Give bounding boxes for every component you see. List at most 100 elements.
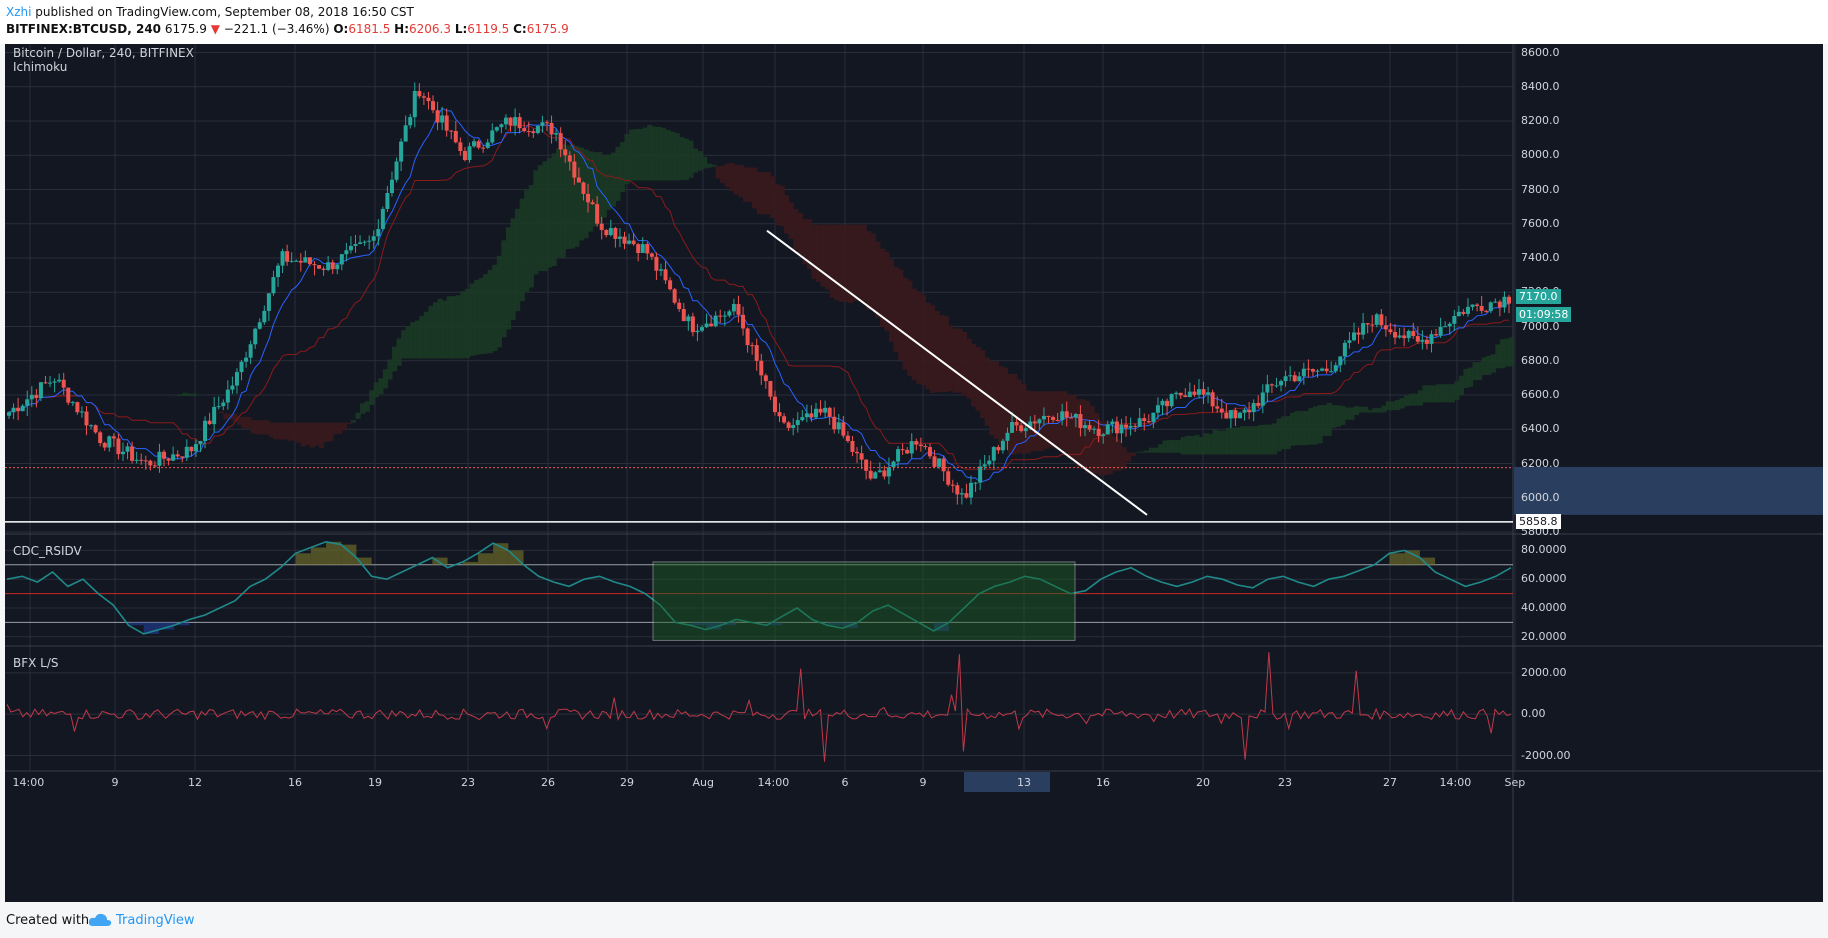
time-tick-label: 13: [1017, 776, 1031, 789]
candle-body: [317, 265, 322, 269]
cloud-segment: [332, 422, 338, 435]
rsidv-line: [6, 540, 1512, 635]
rsi-tick-label: 40.0000: [1521, 601, 1567, 614]
bfx-pane-title[interactable]: BFX L/S: [13, 656, 59, 670]
cloud-segment: [870, 233, 876, 310]
cloud-segment: [501, 240, 507, 338]
candle-body: [435, 110, 440, 123]
price-tick-label: 6200.0: [1521, 456, 1560, 470]
candle-body: [1010, 422, 1015, 433]
cloud-segment: [442, 300, 448, 359]
time-tick-label: Sep: [1504, 776, 1526, 789]
candle-body: [873, 472, 878, 479]
cloud-segment: [1417, 390, 1423, 406]
cloud-segment: [815, 224, 822, 282]
candle-body: [1402, 335, 1407, 339]
cloud-segment: [733, 164, 740, 195]
cloud-segment: [515, 208, 521, 312]
cloud-segment: [182, 392, 188, 397]
chart-area[interactable]: Bitcoin / Dollar, 240, BITFINEX Ichimoku…: [5, 44, 1823, 902]
candle-body: [777, 412, 782, 417]
candle-body: [421, 96, 426, 98]
candle-body: [982, 464, 987, 467]
cloud-segment: [1499, 339, 1506, 369]
candle-body: [526, 131, 531, 133]
rsi-overbought-fill: [341, 544, 357, 565]
candle-body: [549, 122, 554, 135]
candle-body: [1461, 311, 1466, 314]
cloud-segment: [218, 411, 224, 414]
candle-body: [955, 485, 960, 495]
candle-body: [813, 408, 818, 418]
cloud-segment: [291, 422, 297, 441]
rsi-oversold-fill: [721, 622, 737, 626]
cloud-segment: [1344, 407, 1351, 420]
candle-body: [1475, 304, 1480, 306]
candle-body: [1434, 334, 1439, 336]
cloud-segment: [1458, 375, 1465, 395]
cloud-segment: [510, 218, 516, 321]
candle-body: [1397, 335, 1402, 338]
candle-body: [1283, 376, 1288, 382]
ichimoku-label[interactable]: Ichimoku: [13, 60, 68, 74]
time-tick-label: 29: [620, 776, 634, 789]
cloud-segment: [829, 224, 835, 298]
candle-body: [111, 436, 116, 439]
cloud-segment: [1103, 421, 1109, 476]
candle-body: [503, 117, 508, 125]
candle-body: [52, 381, 57, 383]
candle-body: [7, 412, 11, 416]
cloud-segment: [1372, 408, 1378, 413]
candle-body: [134, 459, 139, 461]
candle-body: [417, 91, 422, 97]
cloud-segment: [1399, 398, 1405, 409]
cloud-segment: [1016, 379, 1022, 454]
candle-body: [1256, 402, 1261, 406]
candle-body: [709, 323, 714, 327]
cloud-segment: [651, 126, 658, 181]
candle-body: [1507, 296, 1511, 304]
candle-body: [640, 244, 645, 253]
cloud-segment: [706, 163, 712, 168]
candle-body: [412, 91, 417, 118]
candle-body: [253, 328, 258, 345]
candle-body: [1037, 419, 1042, 424]
tradingview-cloud-icon[interactable]: [88, 912, 112, 928]
chart-canvas[interactable]: [5, 44, 1823, 902]
candle-body: [344, 250, 349, 255]
candle-body: [1247, 409, 1252, 413]
time-tick-label: 9: [111, 776, 119, 789]
candle-body: [476, 141, 481, 148]
tradingview-brand-link[interactable]: TradingView: [116, 913, 195, 928]
author-link[interactable]: Xzhi: [6, 5, 32, 19]
cloud-segment: [1271, 423, 1278, 455]
candle-body: [1315, 370, 1320, 372]
high-value: 6206.3: [409, 22, 452, 36]
created-with-text: Created with: [6, 913, 90, 928]
price-tick-label: 8400.0: [1521, 79, 1560, 93]
candle-body: [1233, 410, 1238, 419]
cloud-segment: [1335, 405, 1341, 427]
tenkan-line: [8, 107, 1509, 483]
cloud-segment: [1331, 405, 1337, 428]
cloud-segment: [629, 129, 635, 181]
candle-body: [1069, 417, 1074, 419]
cloud-segment: [948, 325, 954, 392]
cloud-segment: [474, 279, 480, 355]
candle-body: [1101, 434, 1106, 437]
candle-body: [1073, 414, 1078, 418]
time-tick-label: 14:00: [12, 776, 45, 789]
candle-body: [485, 142, 490, 148]
cloud-segment: [565, 145, 571, 249]
candle-body: [513, 117, 518, 126]
cloud-segment: [533, 170, 539, 275]
cloud-segment: [305, 422, 311, 446]
cloud-segment: [405, 326, 411, 359]
candle-body: [184, 446, 189, 458]
candle-body: [408, 117, 413, 126]
candle-body: [745, 328, 750, 346]
cloud-segment: [843, 224, 849, 303]
rsidv-pane-title[interactable]: CDC_RSIDV: [13, 544, 82, 558]
candle-body: [877, 470, 882, 473]
cloud-segment: [446, 296, 452, 359]
